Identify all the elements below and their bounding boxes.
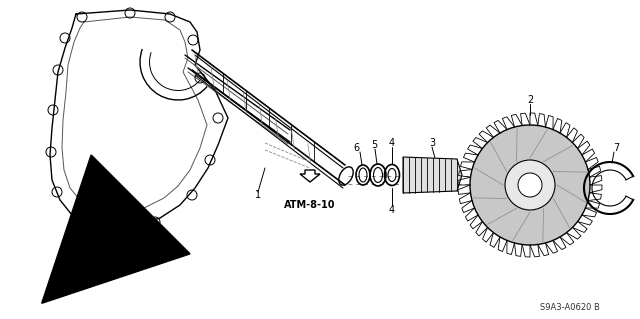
Polygon shape <box>300 170 320 182</box>
Circle shape <box>505 160 555 210</box>
Circle shape <box>518 173 542 197</box>
Text: 5: 5 <box>371 140 377 150</box>
Polygon shape <box>403 157 462 193</box>
Text: ATM-8-10: ATM-8-10 <box>284 200 336 210</box>
Text: 1: 1 <box>255 190 261 200</box>
Text: 2: 2 <box>527 95 533 105</box>
Text: 4: 4 <box>389 138 395 148</box>
Text: 6: 6 <box>353 143 359 153</box>
Text: FR.: FR. <box>78 278 96 288</box>
Text: S9A3-A0620 B: S9A3-A0620 B <box>540 303 600 313</box>
Circle shape <box>470 125 590 245</box>
Text: 3: 3 <box>429 138 435 148</box>
Text: 7: 7 <box>613 143 619 153</box>
Text: 4: 4 <box>389 205 395 215</box>
